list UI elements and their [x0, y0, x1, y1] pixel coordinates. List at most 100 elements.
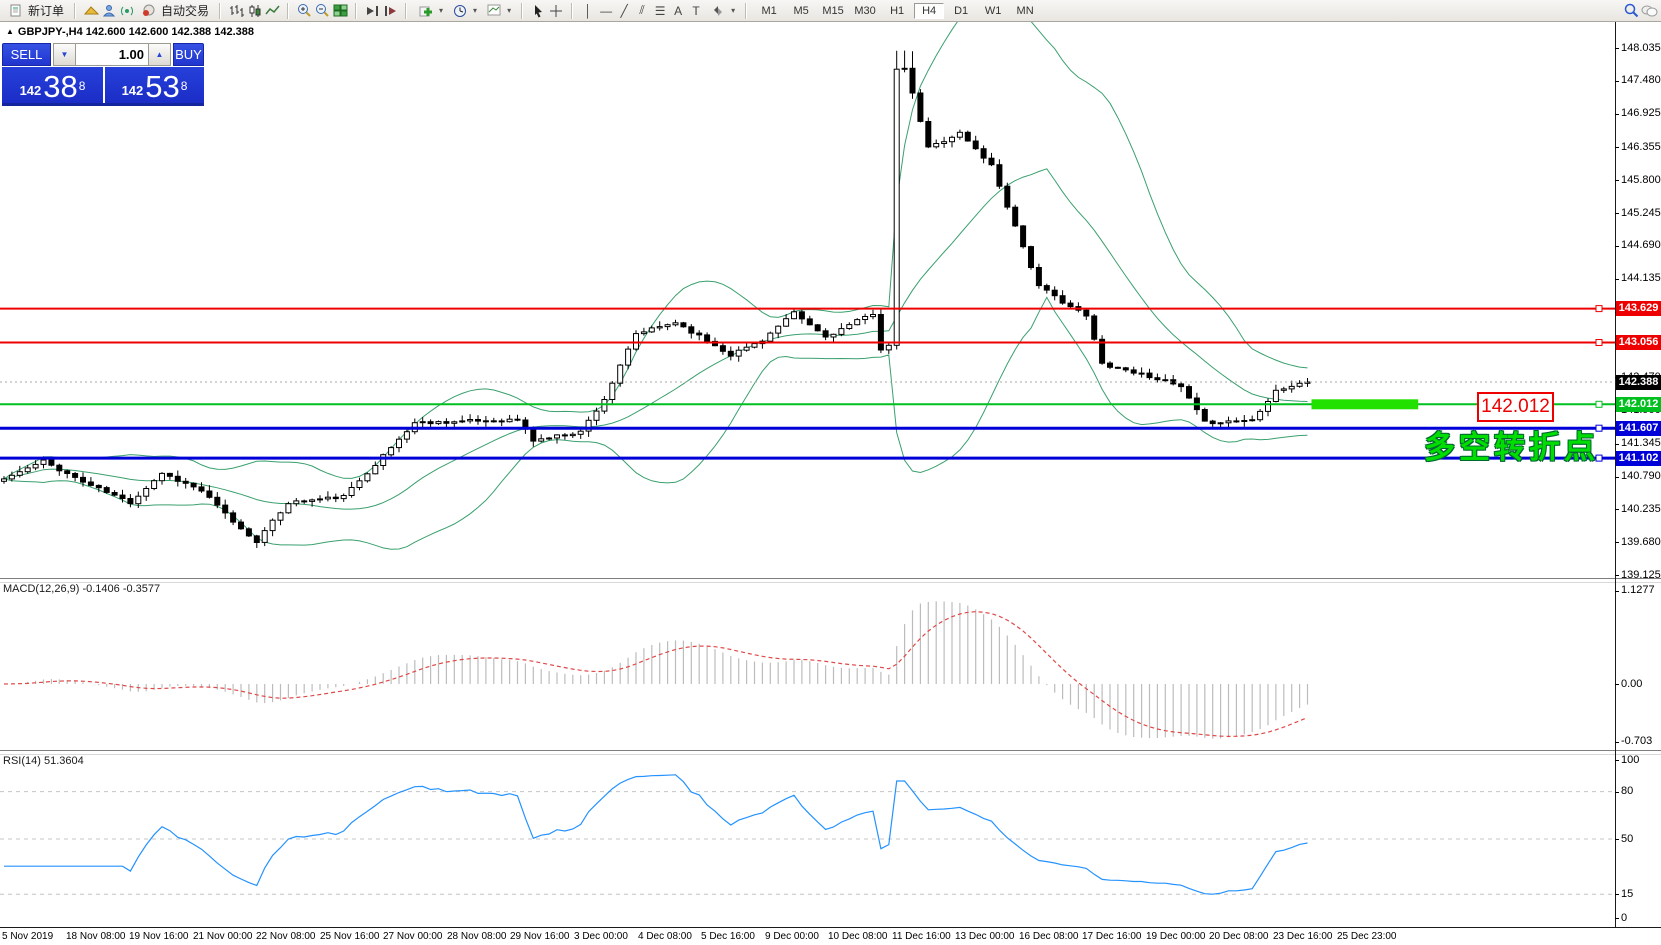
indicators-button[interactable]: ▾ [413, 2, 447, 20]
chat-icon[interactable] [1640, 3, 1658, 19]
time-axis-border [0, 927, 1661, 928]
new-order-icon [7, 3, 25, 19]
search-icon[interactable] [1622, 3, 1640, 19]
chinese-annotation[interactable]: 多空转折点 [1424, 430, 1599, 465]
price-axis-tick-mark [1615, 542, 1619, 543]
macd-axis-tick-mark [1615, 742, 1619, 743]
date-axis-label: 19 Nov 16:00 [129, 931, 189, 942]
funds-icon[interactable] [100, 3, 118, 19]
price-line-tag[interactable]: 143.629 [1616, 301, 1661, 316]
price-axis-tick-mark [1615, 444, 1619, 445]
price-axis-border [1615, 22, 1616, 927]
cursor-icon[interactable] [529, 3, 547, 19]
bid-prefix: 142 [19, 83, 42, 98]
publisher-icon[interactable] [82, 3, 100, 19]
object-marker-icon: ▲ [6, 27, 14, 36]
zoom-out-icon[interactable] [313, 3, 331, 19]
date-axis-label: 22 Nov 08:00 [256, 931, 316, 942]
text-label-icon[interactable]: T [692, 3, 700, 18]
bid-pipette: 8 [78, 79, 86, 93]
tf-m5[interactable]: M5 [793, 4, 809, 17]
rsi-axis-tick: 15 [1621, 888, 1634, 900]
main-chart-canvas[interactable] [0, 22, 1615, 578]
periods-button[interactable]: ▾ [447, 2, 481, 20]
ask-big-digits: 53 [145, 69, 180, 104]
macd-pane-canvas[interactable] [0, 581, 1615, 749]
price-axis-tick-mark [1615, 114, 1619, 115]
volume-decrease-button[interactable]: ▼ [53, 43, 76, 66]
price-line-tag[interactable]: 141.102 [1616, 451, 1661, 466]
bid-price-button[interactable]: 142 38 8 [2, 67, 103, 103]
auto-trading-icon [140, 3, 158, 19]
auto-trading-label: 自动交易 [161, 4, 210, 18]
templates-button[interactable]: ▾ [481, 2, 515, 20]
tf-mn[interactable]: MN [1016, 4, 1034, 17]
horizontal-line-icon[interactable]: — [600, 3, 613, 18]
new-order-label: 新订单 [28, 4, 65, 18]
buy-button[interactable]: BUY [173, 43, 204, 66]
rsi-axis-tick-mark [1615, 760, 1619, 761]
volume-input[interactable]: 1.00 [76, 43, 148, 66]
trendline-icon[interactable]: ╱ [620, 3, 628, 18]
tf-h4[interactable]: H4 [914, 2, 945, 19]
date-axis-label: 10 Dec 08:00 [828, 931, 888, 942]
tf-d1[interactable]: D1 [954, 4, 969, 17]
price-line-tag[interactable]: 141.607 [1616, 421, 1661, 436]
tf-h1[interactable]: H1 [890, 4, 905, 17]
volume-increase-button[interactable]: ▲ [148, 43, 171, 66]
template-icon [485, 3, 503, 19]
auto-scroll-icon[interactable] [363, 3, 381, 19]
price-axis-tick: 144.690 [1621, 239, 1661, 251]
chart-title-text: GBPJPY-,H4 142.600 142.600 142.388 142.3… [17, 26, 254, 38]
price-axis-tick: 146.355 [1621, 141, 1661, 153]
new-order-button[interactable]: 新订单 [3, 1, 68, 20]
price-callout-box[interactable]: 142.012 [1477, 392, 1554, 422]
date-axis-label: 25 Dec 23:00 [1337, 931, 1397, 942]
tile-windows-icon[interactable] [331, 3, 349, 19]
chart-shift-icon[interactable] [381, 3, 399, 19]
price-axis-tick-mark [1615, 81, 1619, 82]
date-axis-label: 5 Nov 2019 [2, 931, 54, 942]
price-line-tag[interactable]: 143.056 [1616, 335, 1661, 350]
date-axis-label: 4 Dec 08:00 [638, 931, 692, 942]
date-axis-label: 11 Dec 16:00 [892, 931, 951, 942]
tf-m15[interactable]: M15 [822, 4, 844, 17]
one-click-trading-panel: SELL ▼ 1.00 ▲ BUY 142 38 8 142 53 8 [2, 43, 204, 106]
date-axis-label: 28 Nov 08:00 [447, 931, 507, 942]
vertical-line-icon[interactable]: │ [584, 3, 592, 18]
rsi-axis-tick-mark [1615, 839, 1619, 840]
current-price-tag: 142.388 [1616, 375, 1661, 390]
date-axis-label: 17 Dec 16:00 [1082, 931, 1142, 942]
auto-trading-button[interactable]: 自动交易 [136, 1, 213, 20]
bar-chart-icon[interactable] [227, 3, 245, 19]
macd-axis-tick: 0.00 [1621, 678, 1643, 690]
price-axis-tick: 146.925 [1621, 107, 1661, 119]
zoom-in-icon[interactable] [295, 3, 313, 19]
rsi-pane-canvas[interactable] [0, 753, 1615, 927]
date-axis-label: 29 Nov 16:00 [510, 931, 570, 942]
price-axis-tick: 147.480 [1621, 74, 1661, 86]
rsi-axis-tick-mark [1615, 918, 1619, 919]
price-axis-tick-mark [1615, 279, 1619, 280]
macd-axis-tick: 1.1277 [1621, 584, 1655, 596]
tf-m1[interactable]: M1 [761, 4, 777, 17]
add-indicator-icon [417, 3, 435, 19]
tf-w1[interactable]: W1 [984, 4, 1002, 17]
signals-icon[interactable] [118, 3, 136, 19]
date-axis-label: 13 Dec 00:00 [955, 931, 1015, 942]
tf-m30[interactable]: M30 [854, 4, 876, 17]
price-line-tag[interactable]: 142.012 [1616, 397, 1661, 412]
arrows-button[interactable]: ▾ [705, 2, 739, 20]
fibonacci-icon[interactable]: ☰ [654, 3, 666, 18]
sell-button[interactable]: SELL [2, 43, 51, 66]
price-axis-tick: 145.800 [1621, 174, 1661, 186]
crosshair-icon[interactable] [547, 3, 565, 19]
price-axis-tick-mark [1615, 509, 1619, 510]
ask-price-button[interactable]: 142 53 8 [105, 67, 204, 103]
candlestick-chart-icon[interactable] [245, 3, 263, 19]
channel-icon[interactable]: ⫽ [639, 3, 645, 17]
text-icon[interactable]: A [674, 3, 683, 18]
price-axis-tick-mark [1615, 477, 1619, 478]
line-chart-icon[interactable] [263, 3, 281, 19]
